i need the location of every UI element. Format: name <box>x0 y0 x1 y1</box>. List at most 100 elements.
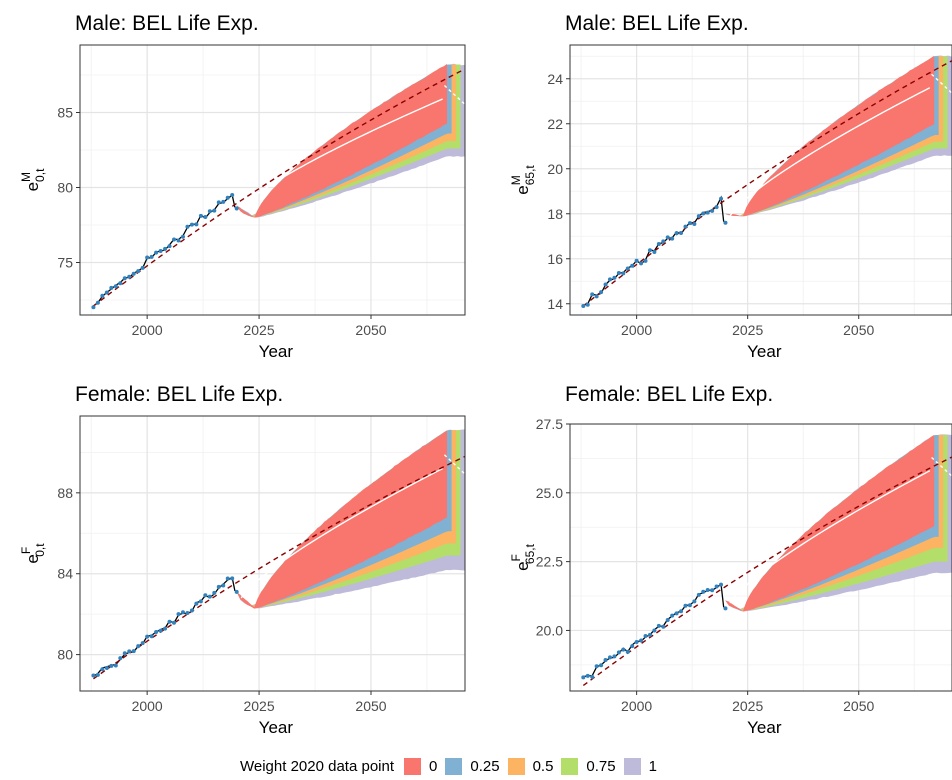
observed-point <box>705 588 710 593</box>
observed-point <box>118 281 123 286</box>
observed-point <box>140 265 145 270</box>
observed-point <box>207 594 212 599</box>
x-axis-title: Year <box>259 718 294 737</box>
y-tick-label: 80 <box>57 180 73 196</box>
observed-point <box>180 610 185 615</box>
observed-point <box>643 258 648 263</box>
observed-point <box>674 231 679 236</box>
y-tick-label: 25.0 <box>536 485 563 501</box>
observed-point <box>625 649 630 654</box>
panel-title-male-e0: Male: BEL Life Exp. <box>75 12 259 35</box>
observed-point <box>692 599 697 604</box>
y-tick-label: 27.5 <box>536 416 563 432</box>
x-axis-title: Year <box>747 342 782 361</box>
observed-point <box>639 638 644 643</box>
x-tick-label: 2050 <box>355 322 386 338</box>
panel-border <box>569 423 952 692</box>
grid <box>570 424 952 691</box>
observed-point <box>701 589 706 594</box>
observed-point <box>661 624 666 629</box>
observed-point <box>616 650 621 655</box>
observed-point <box>163 246 168 251</box>
observed-point <box>212 208 217 213</box>
observed-point <box>652 628 657 633</box>
y-tick-label: 22.5 <box>536 554 563 570</box>
observed-point <box>616 270 621 275</box>
x-tick-label: 2050 <box>843 322 874 338</box>
y-tick-label: 84 <box>57 566 73 582</box>
observed-point <box>634 640 639 645</box>
observed-point <box>665 618 670 623</box>
legend-label-0: 0 <box>429 757 438 775</box>
legend-swatch-1 <box>445 757 463 775</box>
observed-point <box>185 610 190 615</box>
observed-point <box>719 196 724 201</box>
legend-item-0: 0 <box>404 757 438 775</box>
x-tick-label: 2025 <box>732 698 763 714</box>
observed-point <box>172 620 177 625</box>
observed-point <box>612 654 617 659</box>
plot-area <box>91 63 465 310</box>
x-tick-label: 2025 <box>243 322 274 338</box>
observed-point <box>687 603 692 608</box>
observed-point <box>634 258 639 263</box>
observed-point <box>599 290 604 295</box>
legend-label-3: 0.75 <box>586 757 616 775</box>
observed-point-2020 <box>723 606 728 611</box>
observed-point <box>172 237 177 242</box>
observed-point <box>95 672 100 677</box>
observed-point <box>91 673 96 678</box>
panel-1: 2000 2025 2050 14 16 18 20 22 24 Year eM65,t <box>509 44 952 361</box>
observed-point <box>599 663 604 668</box>
observed-point <box>679 609 684 614</box>
observed-point <box>603 282 608 287</box>
median-projection-line <box>729 87 931 217</box>
observed-point <box>91 305 96 310</box>
x-tick-label: 2050 <box>843 698 874 714</box>
observed-point <box>705 210 710 215</box>
observed-point <box>656 623 661 628</box>
x-tick-label: 2050 <box>355 698 386 714</box>
observed-point <box>149 254 154 259</box>
x-tick-label: 2000 <box>132 698 163 714</box>
y-tick-label: 20.0 <box>536 622 563 638</box>
observed-point <box>104 290 109 295</box>
legend-item-3: 0.75 <box>561 757 616 775</box>
legend-swatch-3 <box>561 757 579 775</box>
observed-point <box>216 200 221 205</box>
observed-point <box>230 576 235 581</box>
x-axis-title: Year <box>747 718 782 737</box>
trend-line <box>93 455 465 680</box>
legend-swatch-0 <box>404 757 422 775</box>
x-tick-label: 2025 <box>243 698 274 714</box>
observed-point-2020 <box>234 589 239 594</box>
observed-point <box>665 235 670 240</box>
y-tick-label: 16 <box>547 251 563 267</box>
fan-band-weight-0 <box>725 55 935 217</box>
observed-point <box>714 584 719 589</box>
observed-point <box>203 593 208 598</box>
y-tick-label: 24 <box>547 71 563 87</box>
y-tick-label: 20 <box>547 161 563 177</box>
fan-band-weight-0 <box>236 430 448 609</box>
observed-point <box>585 302 590 307</box>
observed-point <box>710 208 715 213</box>
y-axis-title: eF0,t <box>19 543 47 564</box>
legend-item-1: 0.25 <box>445 757 500 775</box>
observed-point <box>710 588 715 593</box>
observed-point <box>158 249 163 254</box>
y-tick-label: 75 <box>57 255 73 271</box>
observed-point <box>230 193 235 198</box>
observed-point <box>167 619 172 624</box>
observed-point <box>100 667 105 672</box>
observed-point <box>212 590 217 595</box>
legend-title: Weight 2020 data point <box>240 757 395 775</box>
observed-point <box>198 599 203 604</box>
observed-point <box>95 300 100 305</box>
panel-2: 2000 2025 2050 80 84 88 Year eF0,t <box>19 415 466 737</box>
legend-label-2: 0.5 <box>532 757 554 775</box>
panel-title-female-e65: Female: BEL Life Exp. <box>565 383 774 406</box>
observed-point <box>701 211 706 216</box>
legend-swatch-2 <box>507 757 525 775</box>
